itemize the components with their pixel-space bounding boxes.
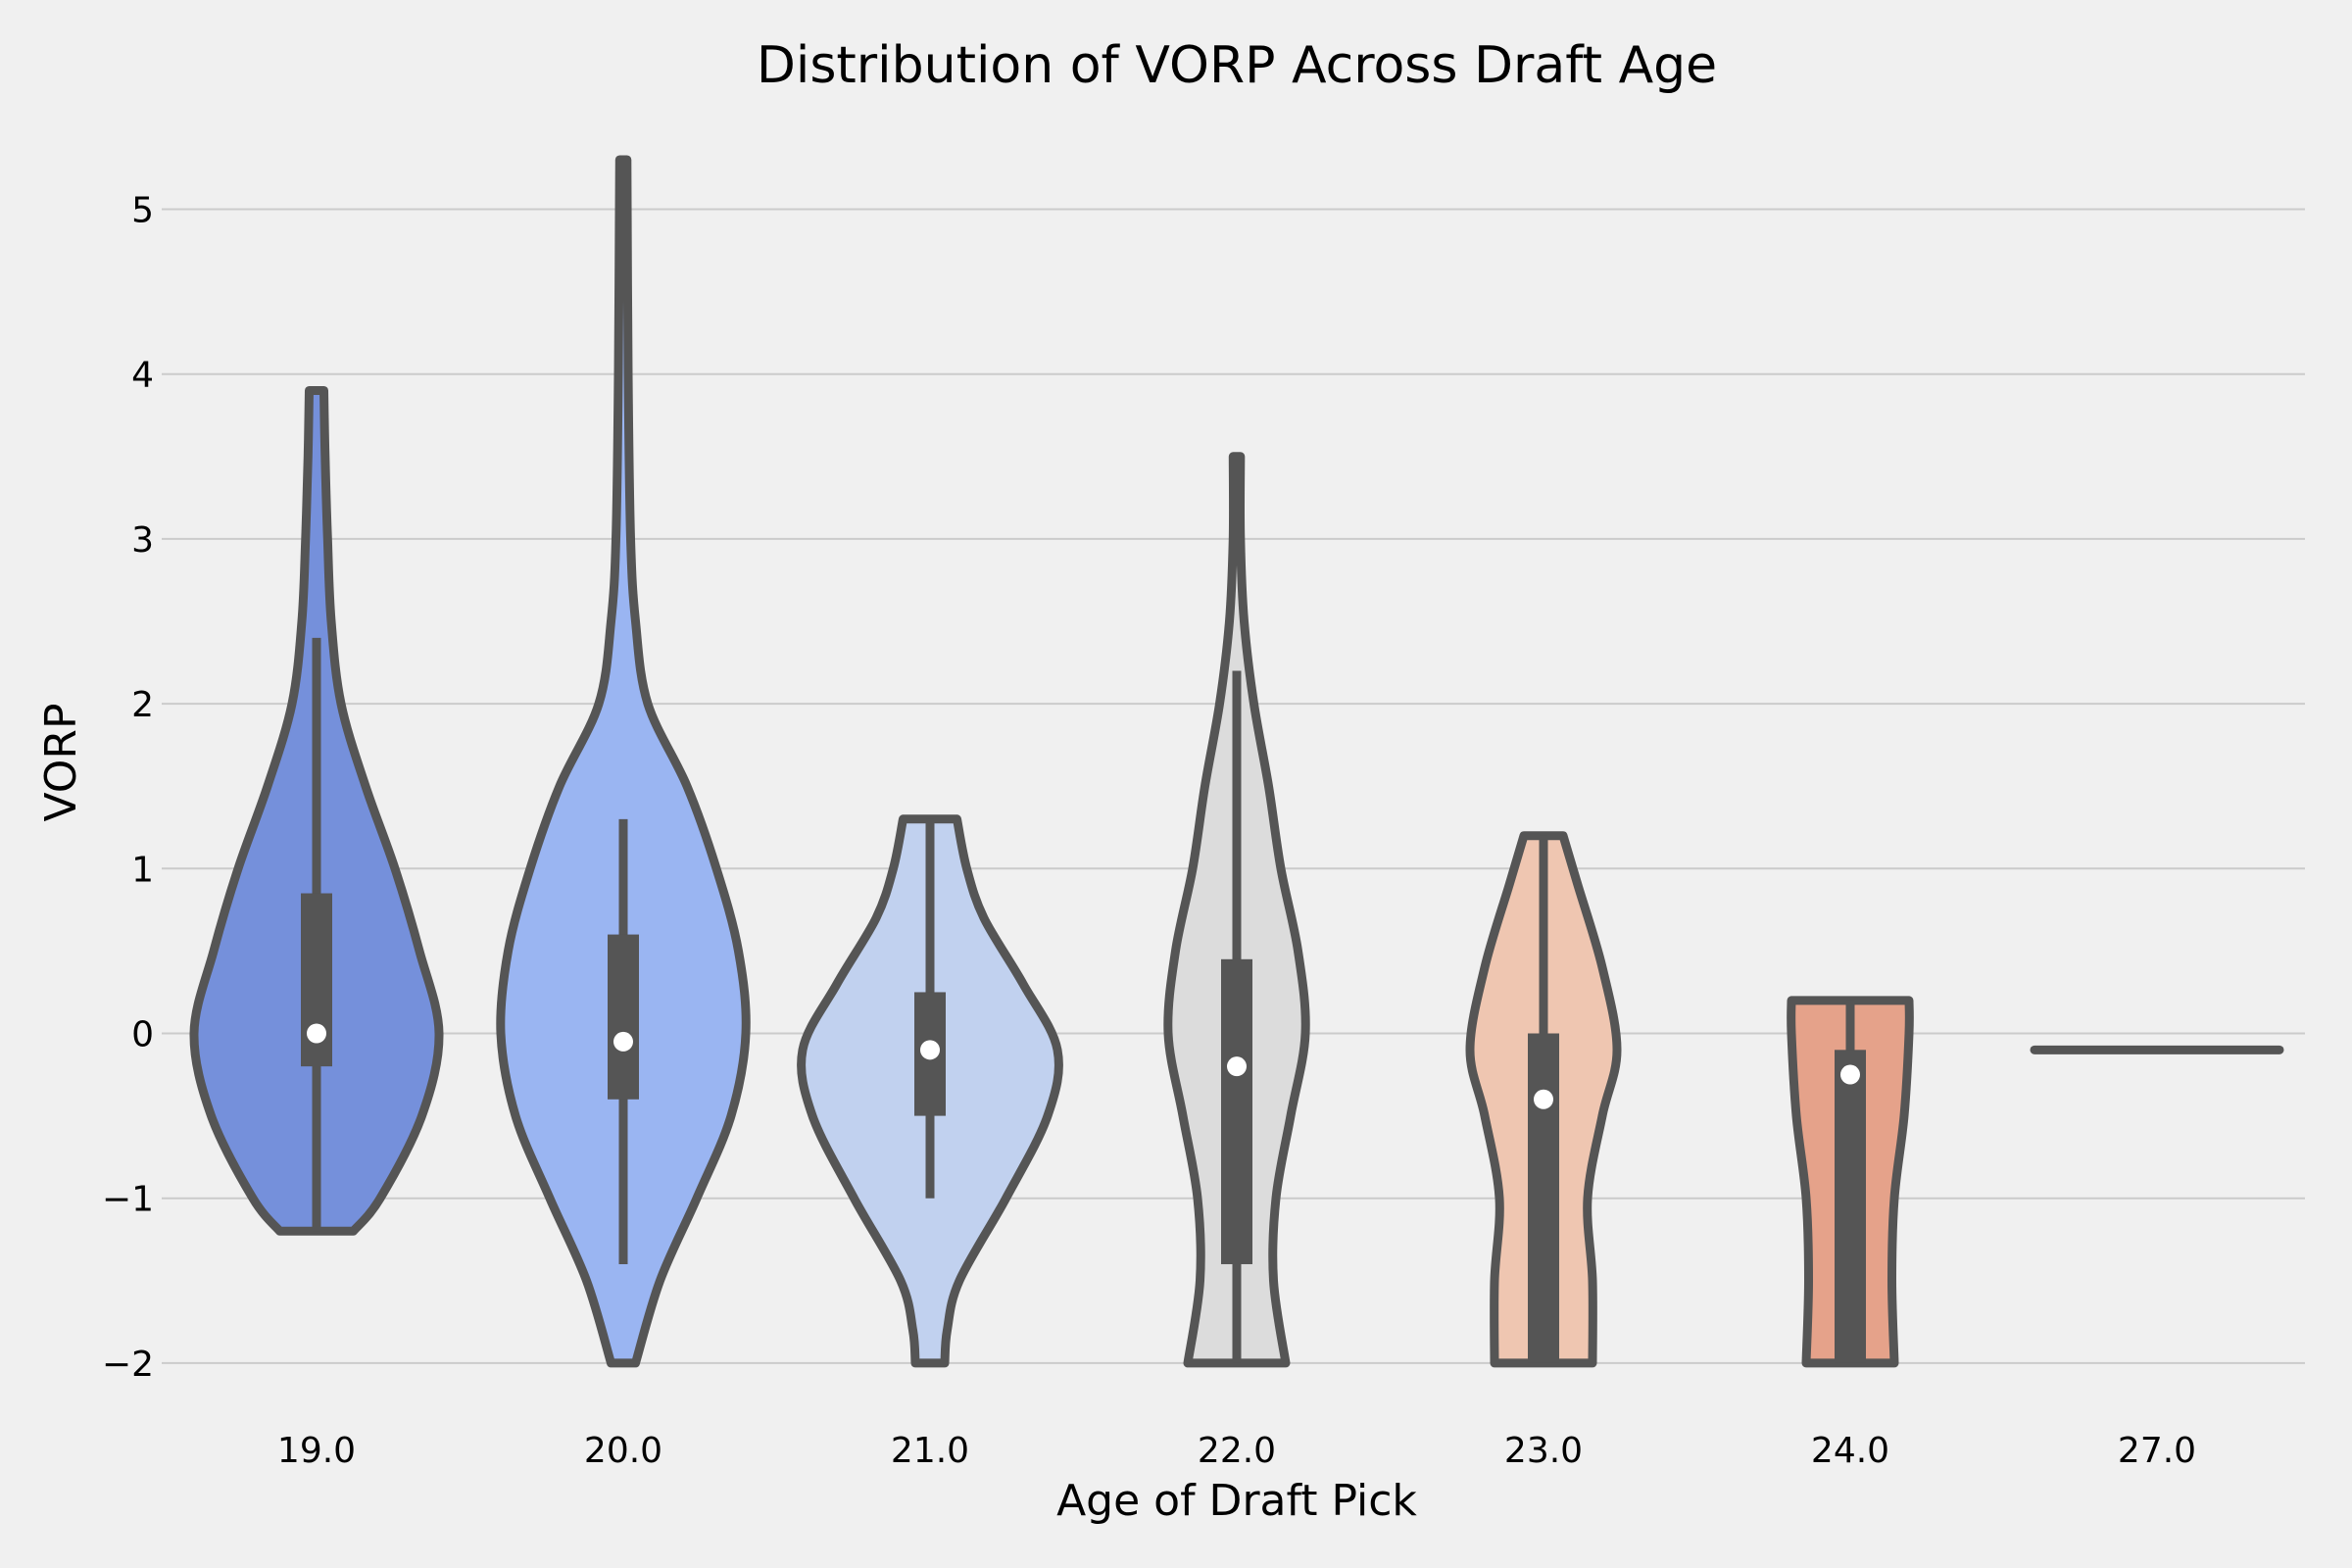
- violin-iqr-box: [1835, 1050, 1866, 1363]
- violin-iqr-box: [608, 934, 639, 1100]
- x-tick-label: 27.0: [2118, 1431, 2196, 1471]
- x-tick-label: 22.0: [1198, 1431, 1276, 1471]
- violin-21.0: [797, 814, 1063, 1368]
- y-tick-label: −2: [102, 1345, 154, 1385]
- y-tick-label: 2: [131, 685, 154, 725]
- y-tick-label: 1: [131, 850, 154, 890]
- y-tick-labels: −2 −1 0 1 2 3 4 5: [102, 191, 154, 1385]
- x-tick-label: 20.0: [584, 1431, 662, 1471]
- violin-24.0: [1787, 996, 1914, 1368]
- violin-23.0: [1465, 831, 1622, 1368]
- y-tick-label: −1: [102, 1180, 154, 1220]
- violin-median-dot: [307, 1023, 326, 1044]
- violin-iqr-box: [1221, 958, 1252, 1264]
- x-tick-labels: 19.0 20.0 21.0 22.0 23.0 24.0 27.0: [277, 1431, 2196, 1471]
- x-tick-label: 23.0: [1504, 1431, 1583, 1471]
- y-tick-label: 5: [131, 191, 154, 231]
- violin-body: [496, 155, 751, 1368]
- violin-median-dot: [613, 1031, 633, 1052]
- violin-median-dot: [1840, 1064, 1860, 1085]
- violin-iqr-box: [1528, 1033, 1559, 1363]
- chart-title: Distribution of VORP Across Draft Age: [757, 36, 1717, 95]
- violin-19.0: [189, 386, 444, 1236]
- violins: [189, 155, 2284, 1368]
- x-tick-label: 19.0: [277, 1431, 356, 1471]
- violin-median-dot: [1534, 1089, 1553, 1109]
- y-tick-label: 4: [131, 356, 154, 396]
- violin-median-dot: [920, 1040, 940, 1060]
- y-tick-label: 0: [131, 1015, 154, 1055]
- violin-20.0: [496, 155, 751, 1368]
- y-axis-label: VORP: [36, 703, 86, 821]
- violin-median-dot: [1227, 1056, 1247, 1077]
- x-axis-label: Age of Draft Pick: [1056, 1476, 1417, 1526]
- violin-22.0: [1163, 452, 1310, 1368]
- x-tick-label: 21.0: [891, 1431, 969, 1471]
- x-tick-label: 24.0: [1811, 1431, 1889, 1471]
- y-tick-label: 3: [131, 520, 154, 561]
